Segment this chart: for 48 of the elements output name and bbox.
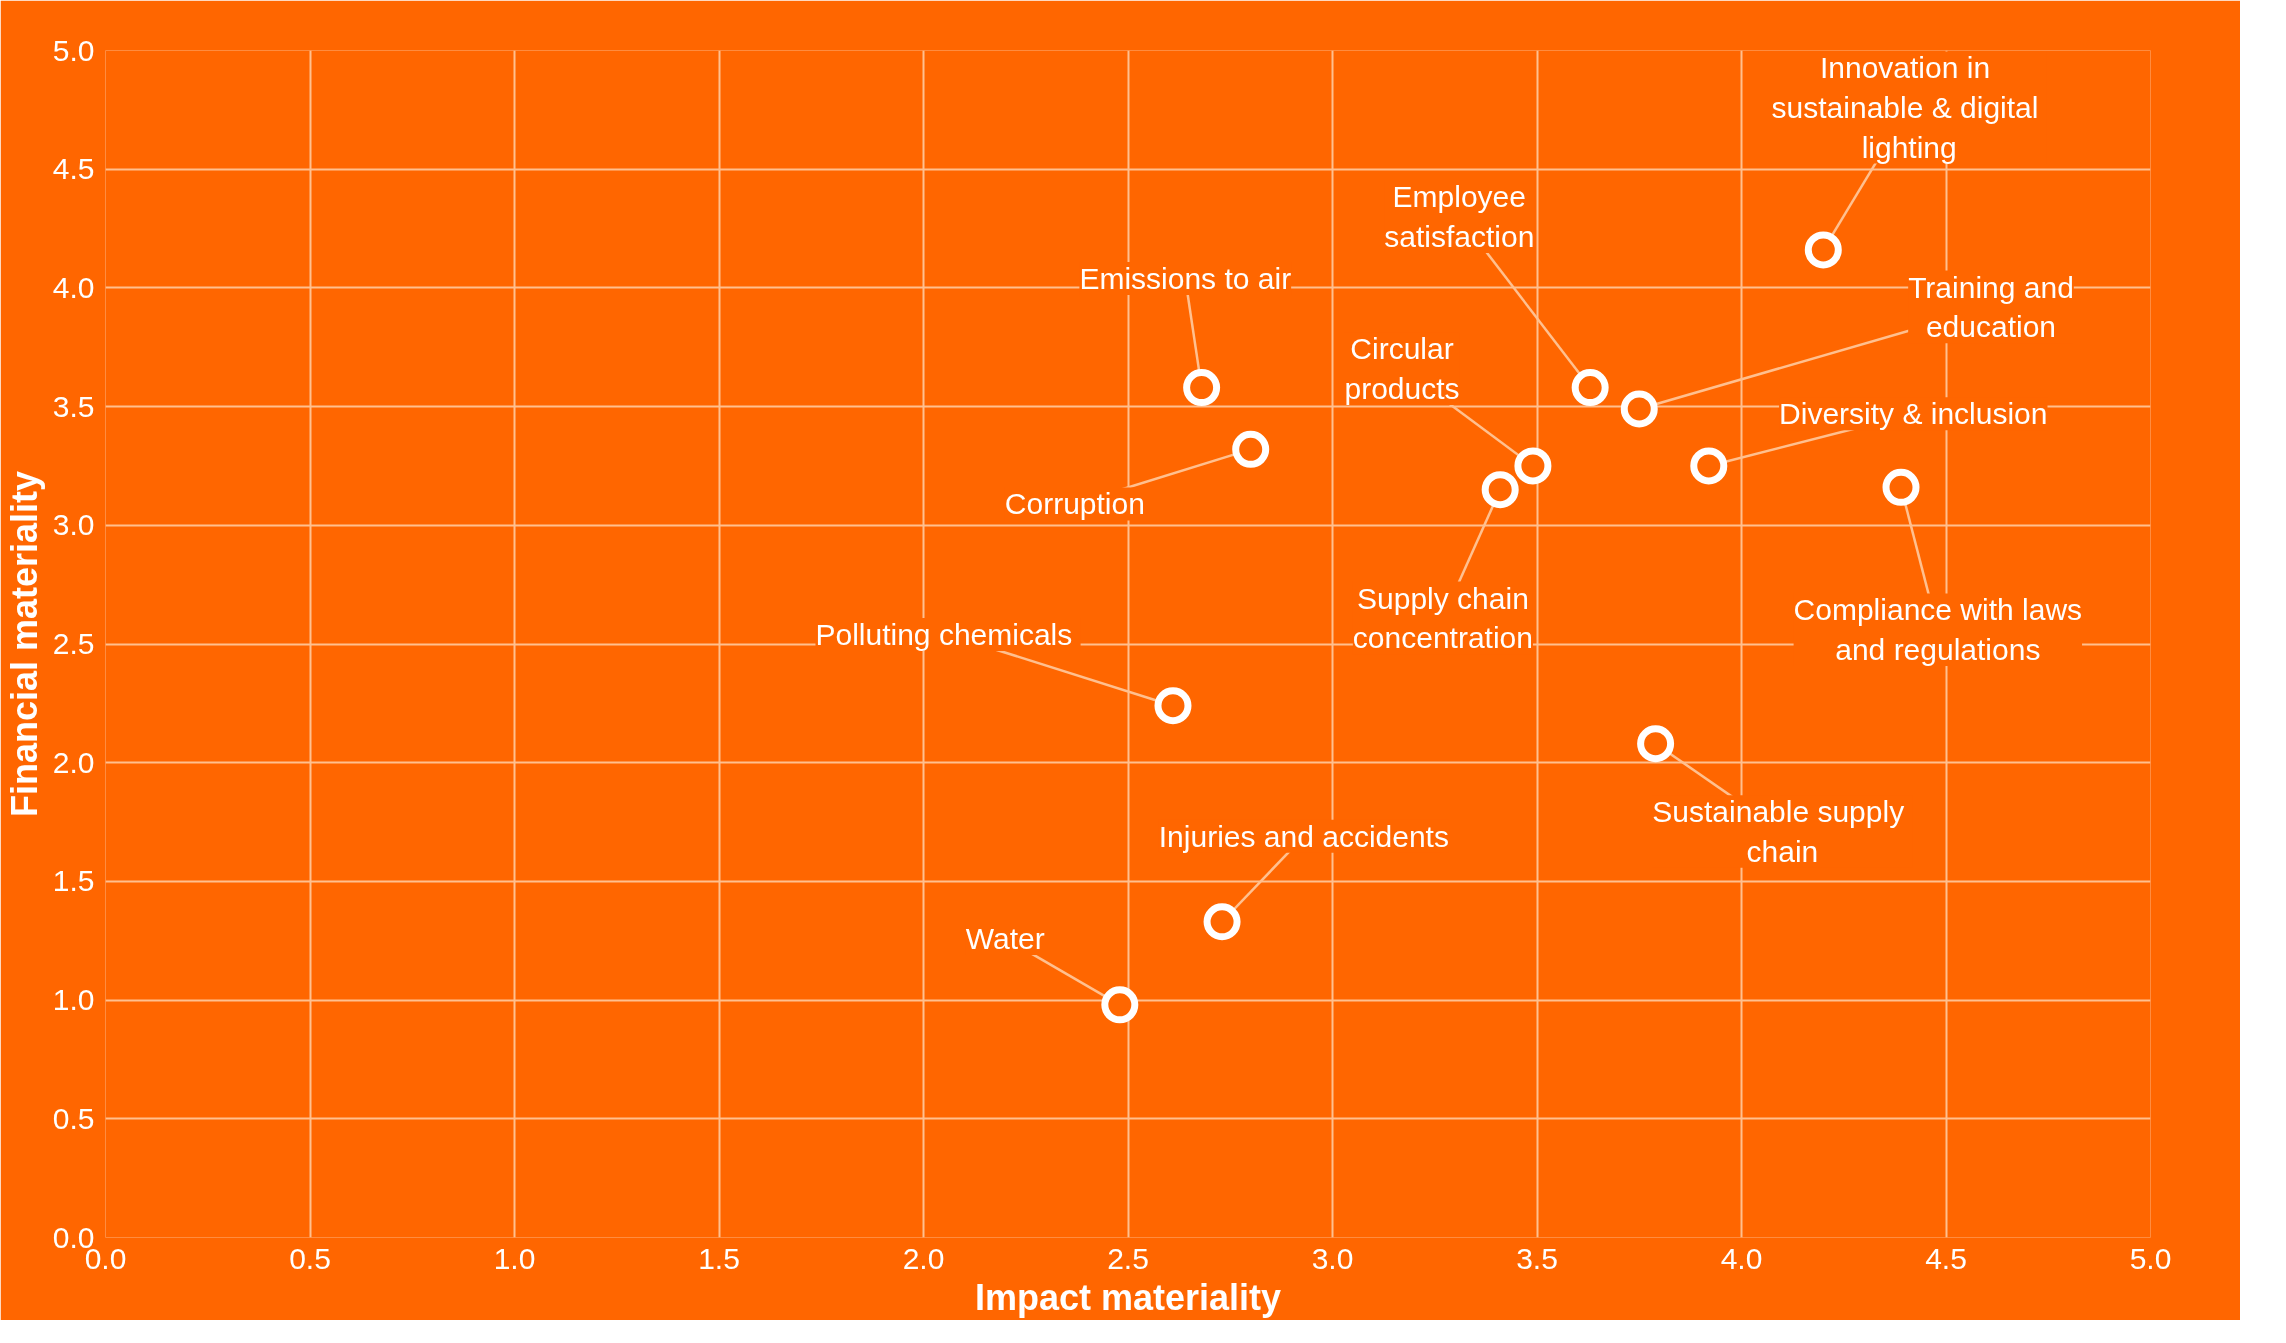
point [1154, 687, 1192, 725]
x-tick-label: 3.5 [1516, 1241, 1558, 1275]
point [1804, 231, 1842, 269]
y-tick-label: 2.5 [52, 627, 95, 660]
point [1571, 369, 1609, 407]
point [1203, 903, 1241, 941]
x-tick-label: 0.5 [289, 1241, 331, 1275]
y-tick-label: 0.5 [52, 1101, 95, 1135]
point [1232, 430, 1270, 468]
y-tick-label: 2.0 [52, 745, 95, 779]
x-tick-label: 5.0 [2129, 1241, 2172, 1275]
x-tick-label: 1.5 [698, 1241, 740, 1275]
annotation: Innovation in sustainable & digital lighting [1771, 51, 2039, 164]
annotation: Employee satisfaction [1384, 180, 1535, 253]
annotation: Circular products [1344, 332, 1460, 405]
y-tick-label: 3.5 [52, 389, 95, 423]
y-tick-label: 1.5 [52, 864, 95, 898]
point [1183, 369, 1221, 407]
point [1101, 986, 1139, 1024]
annotation: Compliance with laws and regulations [1793, 593, 2083, 667]
y-tick-label: 3.0 [52, 508, 95, 542]
annotation: Sustainable supply chain [1652, 795, 1905, 868]
annotation: Supply chain concentration [1352, 581, 1533, 655]
y-tick-label: 4.5 [52, 152, 95, 186]
x-tick-label: 2.0 [902, 1241, 945, 1275]
annotation: Diversity & inclusion [1779, 397, 2048, 431]
annotation: Polluting chemicals [815, 618, 1073, 651]
point [1690, 447, 1728, 485]
x-tick-label: 2.5 [1107, 1241, 1149, 1275]
y-tick-label: 5.0 [52, 33, 95, 67]
x-tick-label: 3.0 [1311, 1241, 1354, 1275]
point [1514, 447, 1552, 485]
point [1620, 390, 1658, 428]
x-axis-title: Impact materiality [974, 1276, 1282, 1318]
annotation: Emissions to air [1079, 261, 1292, 295]
y-tick-label: 1.0 [52, 983, 95, 1017]
x-tick-label: 1.0 [493, 1241, 536, 1275]
annotation: Corruption [1004, 487, 1145, 521]
annotation: Training and education [1908, 270, 2074, 344]
x-tick-label: 4.5 [1925, 1241, 1967, 1275]
point [1637, 725, 1675, 763]
x-tick-label: 4.0 [1720, 1241, 1763, 1275]
y-axis-title: Financial materiality [3, 470, 45, 818]
annotation: Water [965, 921, 1045, 955]
point [1882, 468, 1920, 506]
y-tick-label: 4.0 [52, 270, 95, 304]
annotation: Injuries and accidents [1158, 819, 1449, 853]
point [1481, 471, 1519, 509]
